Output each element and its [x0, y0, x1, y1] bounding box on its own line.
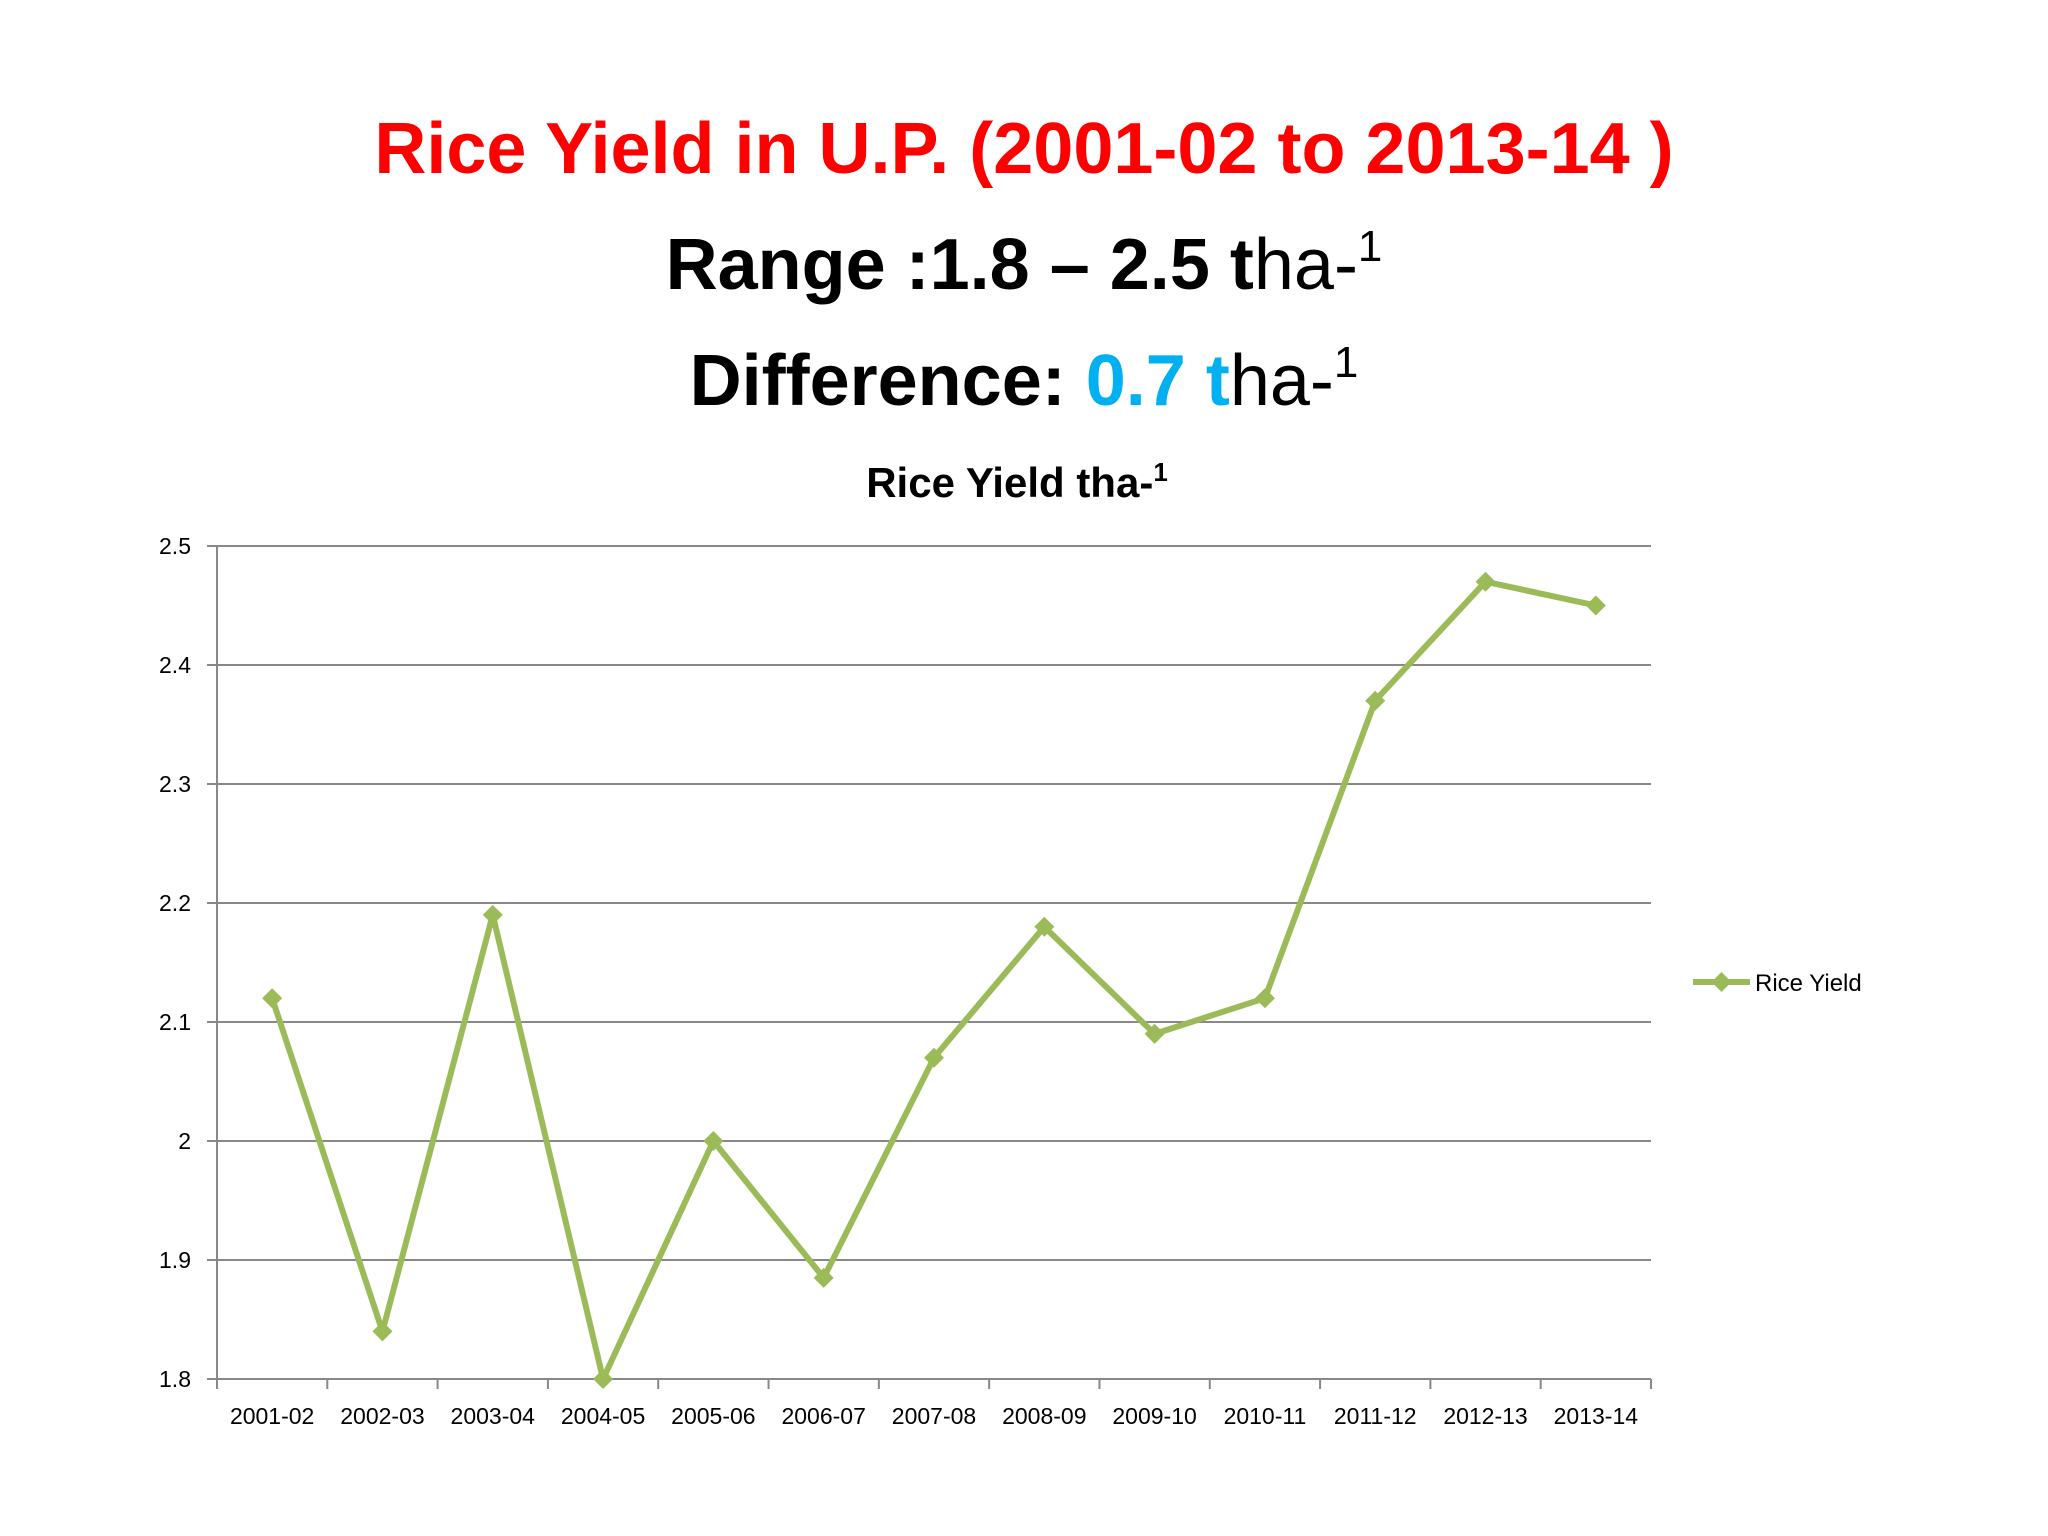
difference-line: Difference: 0.7 tha-1	[0, 314, 2048, 430]
chart-title-sup: 1	[1153, 457, 1167, 487]
slide-title-block: Rice Yield in U.P. (2001-02 to 2013-14 )…	[0, 100, 2048, 430]
x-tick-label: 2005-06	[671, 1403, 755, 1429]
x-tick-label: 2012-13	[1443, 1403, 1527, 1429]
x-tick-label: 2011-12	[1334, 1403, 1417, 1429]
y-tick-label: 1.9	[159, 1247, 191, 1273]
x-tick-label: 2004-05	[561, 1403, 645, 1429]
y-tick-label: 2.2	[159, 890, 191, 916]
difference-label: Difference:	[689, 341, 1066, 421]
range-line: Range :1.8 – 2.5 tha-1	[0, 198, 2048, 314]
y-tick-label: 2.4	[159, 652, 191, 678]
x-tick-label: 2003-04	[451, 1403, 536, 1429]
data-point-marker	[262, 988, 283, 1009]
legend-label: Rice Yield	[1755, 970, 1862, 997]
x-tick-label: 2002-03	[340, 1403, 424, 1429]
range-label: Range :	[665, 225, 930, 305]
data-point-marker	[372, 1321, 393, 1342]
x-tick-label: 2013-14	[1554, 1403, 1639, 1429]
data-point-marker	[1475, 571, 1496, 592]
x-tick-label: 2006-07	[781, 1403, 865, 1429]
range-value: 1.8 – 2.5	[929, 225, 1210, 305]
chart-title: Rice Yield tha-1	[866, 457, 1168, 506]
legend-marker	[1711, 972, 1732, 992]
data-point-marker	[813, 1267, 834, 1288]
x-tick-label: 2009-10	[1112, 1403, 1196, 1429]
range-unit-t: t	[1229, 225, 1254, 305]
series-rice-yield	[262, 571, 1606, 1389]
x-axis-ticks: 2001-02 2002-03 2003-04 2004-05 2005-06 2006-…	[216, 1379, 1652, 1429]
data-point-marker	[593, 1369, 614, 1389]
difference-value: 0.7	[1085, 341, 1186, 421]
data-point-marker	[1144, 1023, 1165, 1044]
y-tick-label: 2.3	[159, 771, 191, 797]
data-point-marker	[1254, 988, 1275, 1009]
y-tick-label: 1.8	[159, 1366, 191, 1392]
difference-unit-t: t	[1205, 341, 1230, 421]
difference-unit-sup: 1	[1333, 338, 1359, 387]
difference-unit-rest: ha-	[1229, 341, 1334, 421]
y-tick-label: 2	[178, 1128, 191, 1154]
x-tick-label: 2001-02	[230, 1403, 314, 1429]
y-tick-label: 2.5	[159, 533, 191, 559]
data-point-marker	[924, 1047, 944, 1068]
legend: Rice Yield	[1693, 970, 1862, 997]
range-unit-rest: ha-	[1253, 225, 1358, 305]
range-unit-sup: 1	[1357, 222, 1383, 271]
gridlines	[217, 545, 1651, 1261]
y-axis-ticks: 1.8 1.9 2 2.1 2.2 2.3 2.4 2.5	[159, 533, 217, 1392]
x-tick-label: 2010-11	[1224, 1403, 1307, 1429]
axes	[216, 546, 1651, 1380]
data-point-marker	[482, 904, 503, 925]
y-tick-label: 2.1	[159, 1009, 191, 1035]
data-point-marker	[1365, 690, 1386, 711]
data-point-marker	[703, 1131, 724, 1151]
slide-title: Rice Yield in U.P. (2001-02 to 2013-14 )	[374, 109, 1674, 189]
x-tick-label: 2007-08	[892, 1403, 976, 1429]
data-point-marker	[1034, 916, 1055, 937]
data-point-marker	[1585, 595, 1606, 616]
x-tick-label: 2008-09	[1002, 1403, 1086, 1429]
